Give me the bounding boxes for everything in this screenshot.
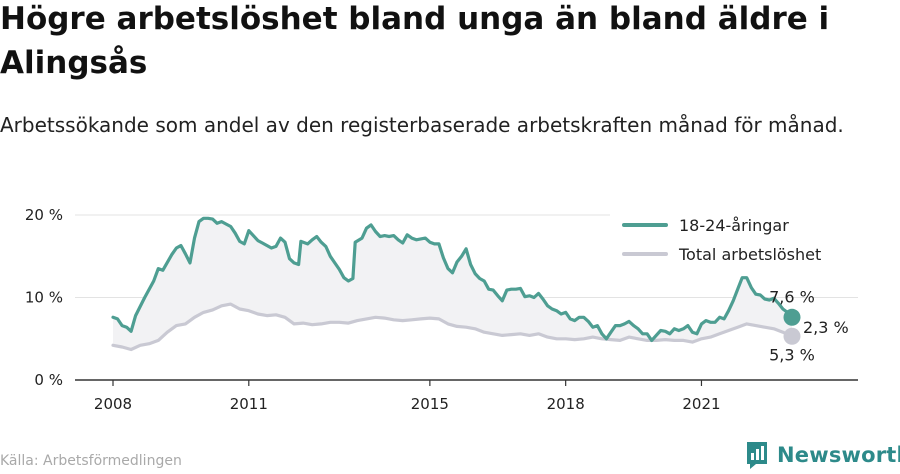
series-line-youth: [111, 216, 794, 342]
y-tick-label: 0 %: [34, 371, 63, 389]
legend-label-total: Total arbetslöshet: [678, 245, 821, 264]
source-note: Källa: Arbetsförmedlingen: [0, 453, 182, 469]
chart-title: Högre arbetslöshet bland unga än bland ä…: [0, 1, 830, 81]
chart-legend: 18-24-åringar Total arbetslöshet: [610, 204, 860, 274]
difference-label: 2,3 %: [803, 318, 849, 337]
y-tick-label: 10 %: [25, 289, 63, 307]
legend-background: [610, 204, 860, 274]
line-chart: 2008 2011 2015 2018 2021 0 % 10 % 20 % 18-24-å…: [25, 204, 860, 413]
brand-name: Newsworthy: [777, 443, 900, 467]
legend-label-youth: 18-24-åringar: [679, 216, 789, 235]
series-lines: [111, 216, 794, 352]
newsworthy-logo-icon: [747, 442, 767, 469]
x-tick-label: 2018: [547, 395, 585, 413]
x-tick-label: 2015: [411, 395, 449, 413]
gap-area: [113, 218, 792, 350]
end-markers: [783, 308, 801, 345]
x-axis-ticks: 2008 2011 2015 2018 2021: [94, 380, 721, 413]
end-marker-total: [783, 327, 801, 345]
end-label-total: 5,3 %: [769, 345, 815, 364]
chart-subtitle: Arbetssökande som andel av den registerb…: [0, 113, 844, 137]
x-tick-label: 2011: [230, 395, 268, 413]
x-tick-label: 2021: [682, 395, 720, 413]
end-marker-youth: [783, 308, 801, 326]
y-tick-label: 20 %: [25, 206, 63, 224]
end-label-youth: 7,6 %: [769, 287, 815, 306]
newsworthy-brand[interactable]: Newsworthy: [745, 440, 900, 470]
series-line-total: [111, 302, 794, 352]
x-tick-label: 2008: [94, 395, 132, 413]
y-axis-ticks: 0 % 10 % 20 %: [25, 206, 63, 389]
